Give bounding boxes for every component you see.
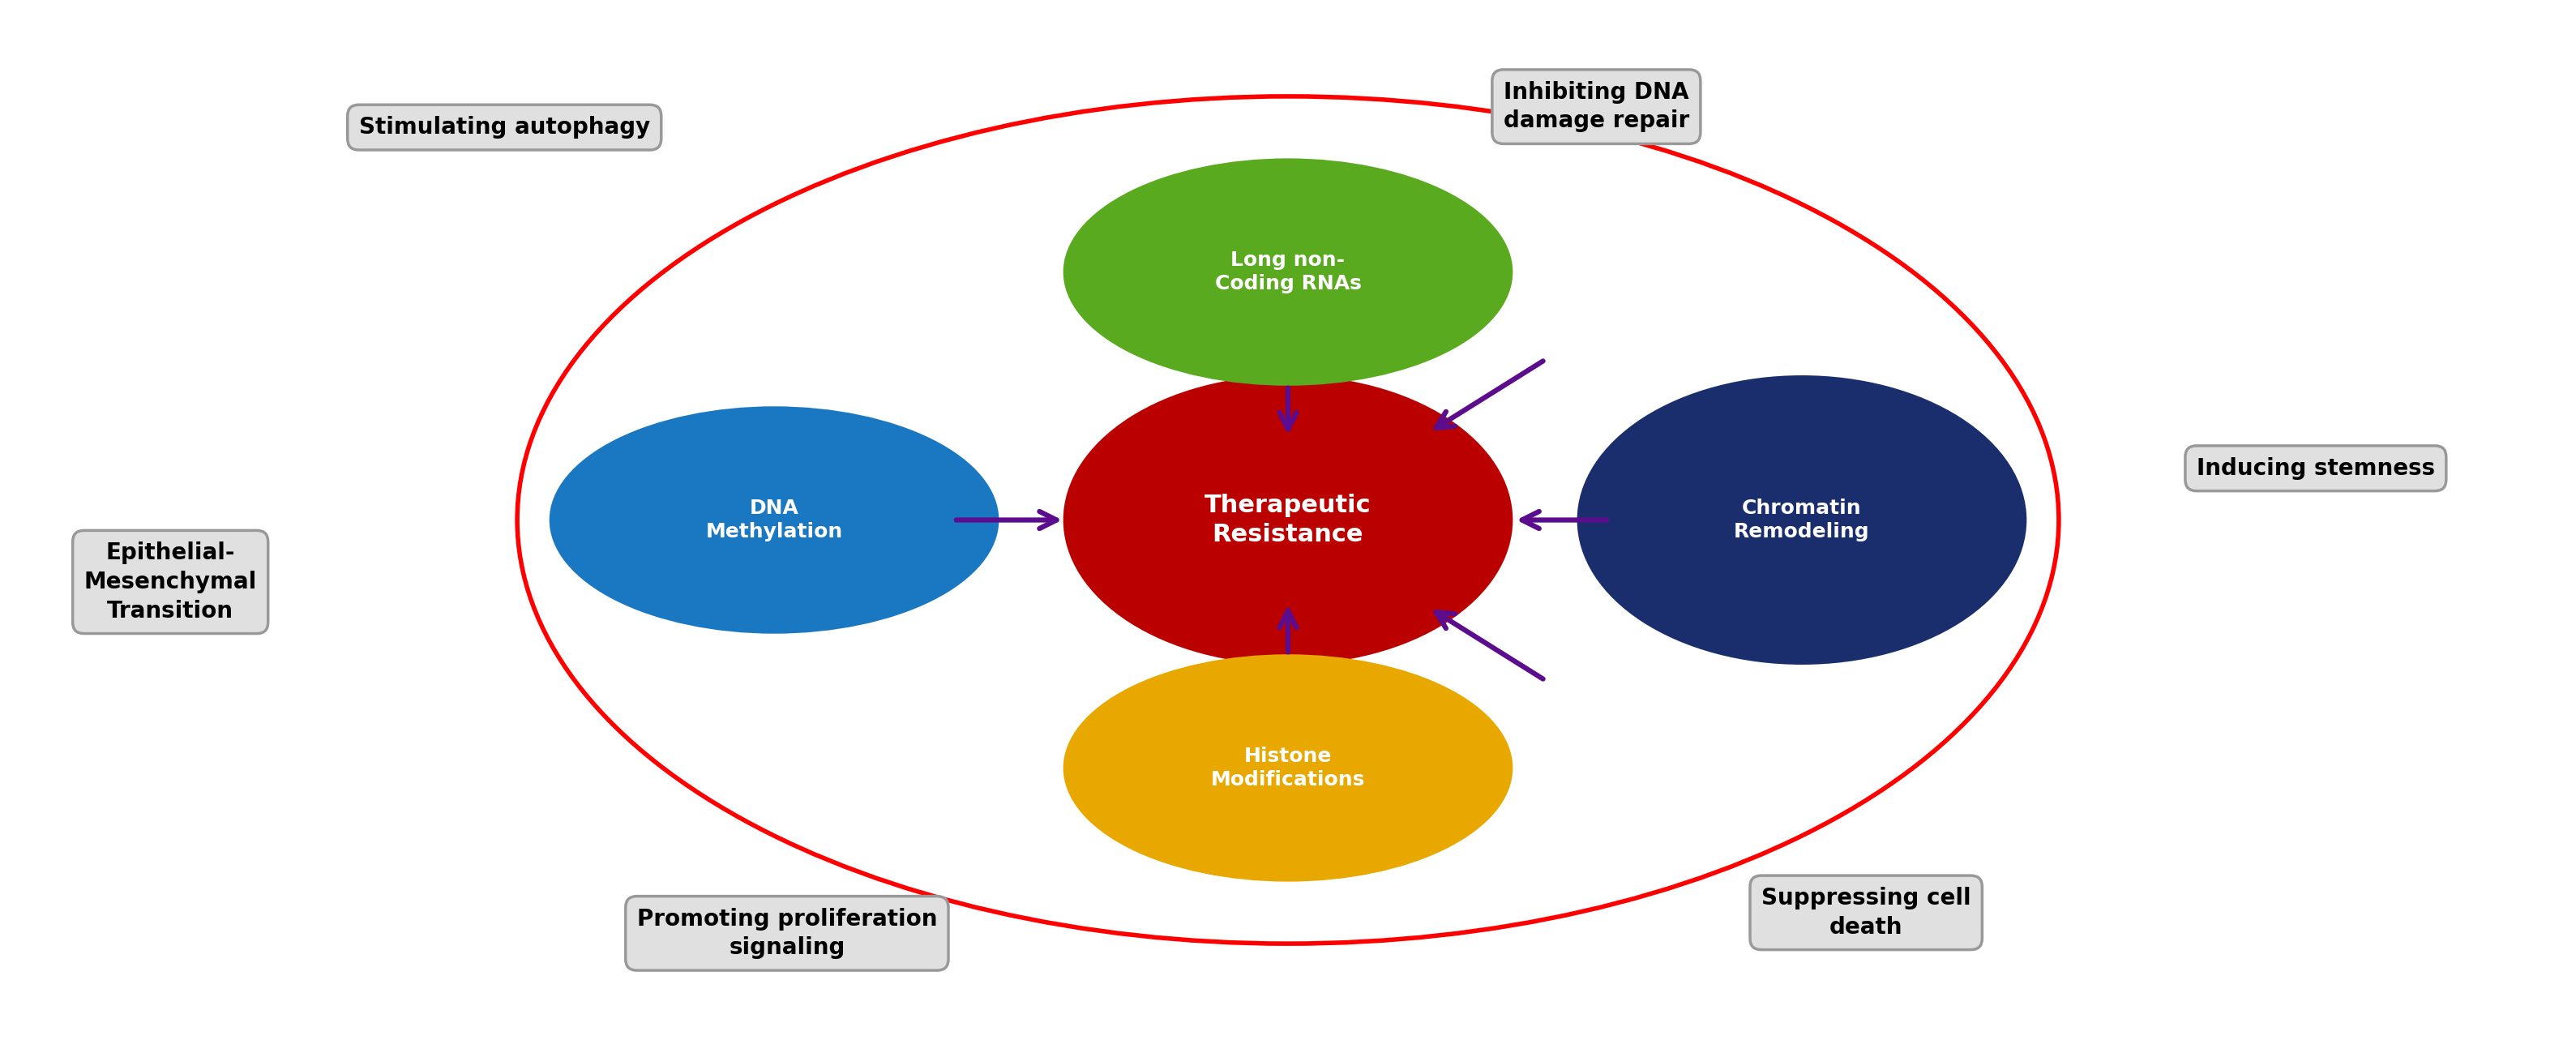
- Text: Inhibiting DNA
damage repair: Inhibiting DNA damage repair: [1504, 81, 1690, 132]
- Text: Suppressing cell
death: Suppressing cell death: [1762, 887, 1971, 938]
- Ellipse shape: [1064, 158, 1512, 386]
- Text: Therapeutic
Resistance: Therapeutic Resistance: [1206, 494, 1370, 546]
- Text: DNA
Methylation: DNA Methylation: [706, 498, 842, 542]
- Text: Promoting proliferation
signaling: Promoting proliferation signaling: [636, 908, 938, 959]
- Text: Long non-
Coding RNAs: Long non- Coding RNAs: [1216, 251, 1360, 293]
- Text: Inducing stemness: Inducing stemness: [2197, 457, 2434, 479]
- Ellipse shape: [549, 407, 999, 633]
- Ellipse shape: [1577, 375, 2027, 665]
- Text: Epithelial-
Mesenchymal
Transition: Epithelial- Mesenchymal Transition: [85, 542, 258, 622]
- Text: Chromatin
Remodeling: Chromatin Remodeling: [1734, 498, 1870, 542]
- Text: Histone
Modifications: Histone Modifications: [1211, 747, 1365, 789]
- Ellipse shape: [1064, 375, 1512, 665]
- Ellipse shape: [1064, 654, 1512, 882]
- Text: Stimulating autophagy: Stimulating autophagy: [358, 116, 649, 138]
